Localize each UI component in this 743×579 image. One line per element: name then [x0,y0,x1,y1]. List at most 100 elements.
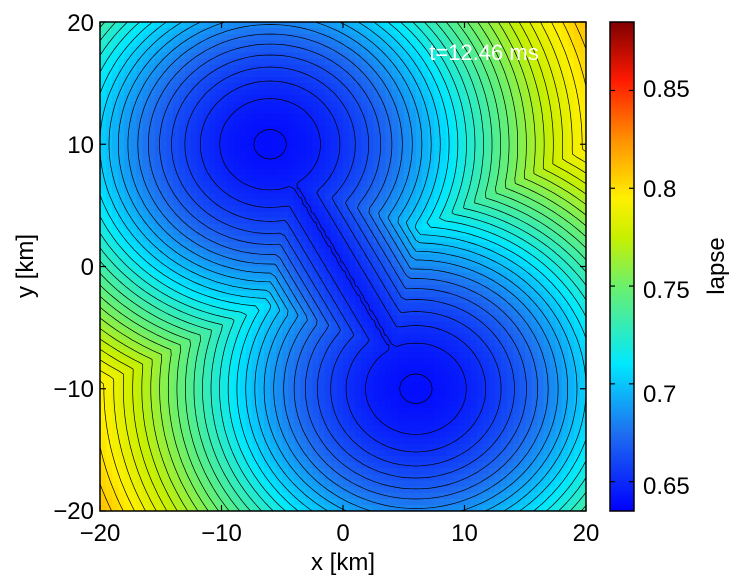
heatmap-cell [257,28,265,35]
heatmap-cell [349,315,356,323]
heatmap-cell [203,156,210,164]
heatmap-cell [203,425,210,433]
heatmap-cell [203,480,210,488]
heatmap-cell [312,443,320,451]
heatmap-cell [160,370,168,378]
heatmap-cell [227,272,235,280]
heatmap-cell [112,70,119,78]
heatmap-cell [446,132,453,139]
heatmap-cell [251,168,259,176]
heatmap-cell [233,498,241,506]
heatmap-cell [245,40,253,48]
heatmap-cell [251,498,259,506]
heatmap-cell [270,449,277,457]
heatmap-cell [215,284,223,292]
heatmap-cell [221,248,229,255]
heatmap-cell [245,462,253,469]
heatmap-cell [112,40,119,48]
heatmap-cell [166,150,174,158]
heatmap-cell [434,22,441,29]
heatmap-cell [100,394,107,402]
heatmap-cell [355,150,362,158]
heatmap-cell [251,248,259,255]
heatmap-cell [221,480,229,488]
heatmap-cell [470,278,478,286]
heatmap-cell [203,229,210,237]
heatmap-cell [428,376,435,384]
heatmap-cell [227,199,235,206]
heatmap-cell [440,64,447,72]
heatmap-cell [440,125,447,133]
heatmap-cell [415,468,423,475]
heatmap-cell [118,474,125,482]
heatmap-cell [276,364,283,372]
heatmap-cell [361,370,368,378]
heatmap-cell [300,468,308,475]
heatmap-cell [312,248,320,255]
heatmap-cell [403,150,411,158]
heatmap-cell [440,290,447,298]
heatmap-cell [391,187,399,194]
heatmap-cell [349,168,356,176]
heatmap-cell [185,217,192,225]
heatmap-cell [343,77,350,84]
heatmap-cell [154,443,162,451]
heatmap-cell [203,437,210,445]
heatmap-cell [349,290,356,298]
heatmap-cell [276,107,283,115]
heatmap-cell [336,77,344,84]
heatmap-cell [458,315,466,323]
heatmap-cell [415,266,423,274]
heatmap-cell [282,156,289,164]
heatmap-cell [197,187,204,194]
heatmap-cell [324,254,332,261]
heatmap-cell [440,89,447,96]
heatmap-cell [124,388,131,396]
heatmap-cell [397,370,405,378]
heatmap-cell [452,431,460,439]
heatmap-cell [300,303,308,310]
heatmap-cell [282,284,289,292]
heatmap-cell [379,266,387,274]
heatmap-cell [403,248,411,255]
heatmap-cell [464,150,472,158]
heatmap-cell [306,58,314,66]
heatmap-cell [185,168,192,176]
heatmap-cell [124,193,131,200]
heatmap-cell [227,229,235,237]
heatmap-cell [197,162,204,170]
heatmap-cell [446,242,453,249]
heatmap-cell [251,34,259,41]
heatmap-cell [440,77,447,84]
heatmap-cell [154,400,162,408]
heatmap-cell [294,46,302,54]
heatmap-cell [178,303,186,310]
heatmap-cell [385,327,393,335]
heatmap-cell [391,407,399,414]
heatmap-cell [203,150,210,158]
heatmap-cell [391,309,399,316]
heatmap-cell [245,260,253,268]
heatmap-cell [476,205,484,213]
heatmap-cell [343,455,350,463]
heatmap-cell [440,474,447,482]
heatmap-cell [203,138,210,145]
heatmap-cell [409,504,417,511]
heatmap-cell [251,254,259,261]
heatmap-cell [288,474,295,482]
heatmap-cell [191,150,198,158]
heatmap-cell [118,58,125,66]
heatmap-cell [336,162,344,170]
heatmap-cell [373,407,381,414]
heatmap-cell [294,498,302,506]
heatmap-cell [221,101,229,109]
heatmap-cell [373,211,381,219]
heatmap-cell [270,462,277,469]
heatmap-cell [100,125,107,133]
heatmap-cell [276,394,283,402]
heatmap-cell [343,235,350,243]
heatmap-cell [300,382,308,390]
heatmap-cell [421,333,429,341]
heatmap-cell [458,174,466,182]
heatmap-cell [172,443,180,451]
